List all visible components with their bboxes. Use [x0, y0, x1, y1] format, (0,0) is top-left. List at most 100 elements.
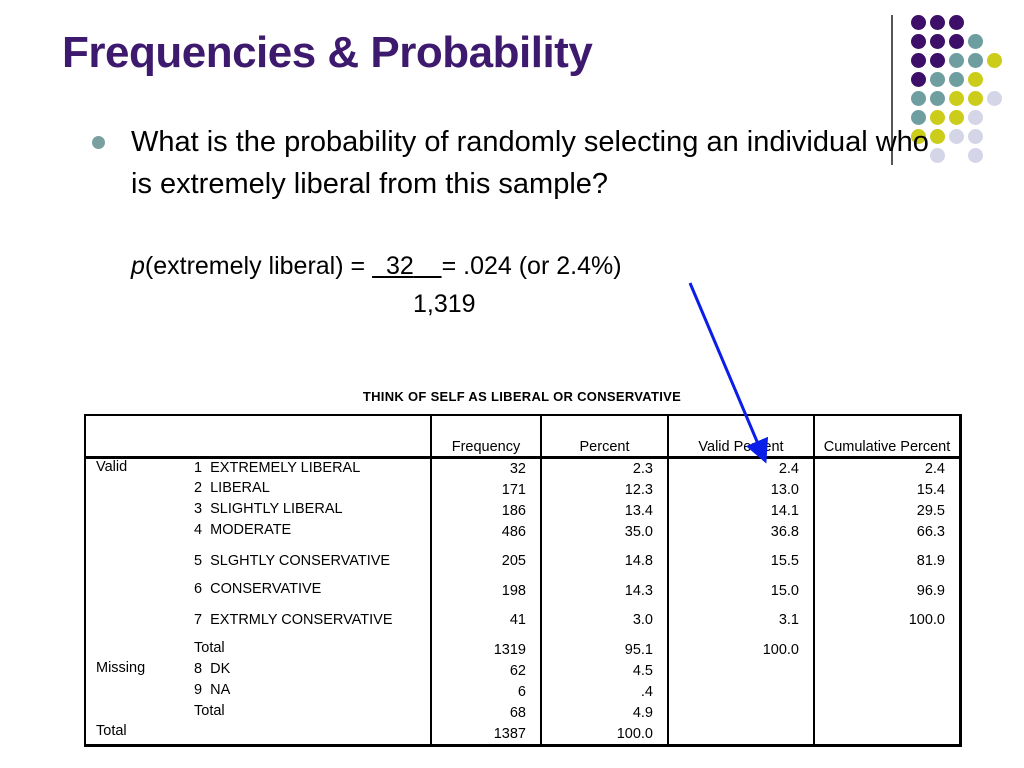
cell-value: 4.9	[540, 702, 667, 723]
p-symbol: p	[131, 252, 145, 280]
bullet-icon	[92, 136, 105, 149]
cell-value: 81.9	[813, 542, 959, 580]
decorative-dot	[949, 129, 964, 144]
cell-value: 15.5	[667, 542, 813, 580]
formula-rhs: = .024 (or 2.4%)	[441, 252, 622, 280]
cell-value: 6	[430, 681, 540, 702]
slide-title: Frequencies & Probability	[62, 28, 593, 77]
decorative-dot	[911, 34, 926, 49]
decorative-dot	[911, 110, 926, 125]
decorative-dot	[949, 91, 964, 106]
decorative-dot	[930, 53, 945, 68]
cell-value: 1319	[430, 639, 540, 660]
decorative-dot	[911, 129, 926, 144]
cell-value: 62	[430, 660, 540, 681]
cell-value: 14.1	[667, 500, 813, 521]
table-row: 7 EXTRMLY CONSERVATIVE 41 3.0 3.1 100.0	[86, 601, 959, 639]
cell-value: 41	[430, 601, 540, 639]
cell-value: 29.5	[813, 500, 959, 521]
cell-value: 96.9	[813, 580, 959, 601]
row-label: 1 EXTREMELY LIBERAL	[194, 460, 361, 476]
cell-value: 2.4	[667, 459, 813, 479]
divider	[891, 15, 893, 165]
table-row: 2 LIBERAL 171 12.3 13.0 15.4	[86, 479, 959, 500]
table-row: Total 68 4.9	[86, 702, 959, 723]
decorative-dot	[930, 148, 945, 163]
table-row: Total 1319 95.1 100.0	[86, 639, 959, 660]
decorative-dot	[968, 53, 983, 68]
cell-value: .4	[540, 681, 667, 702]
decorative-dot	[968, 110, 983, 125]
probability-formula: p(extremely liberal) = 32 = .024 (or 2.4…	[131, 252, 622, 281]
cell-value: 35.0	[540, 521, 667, 542]
cell-value: 15.0	[667, 580, 813, 601]
cell-value: 186	[430, 500, 540, 521]
row-label: Total	[194, 703, 225, 719]
row-label: 4 MODERATE	[194, 522, 292, 538]
decorative-dot	[949, 34, 964, 49]
decorative-dot	[968, 34, 983, 49]
decorative-dot	[968, 91, 983, 106]
table-row: 9 NA 6.4	[86, 681, 959, 702]
cell-value: 171	[430, 479, 540, 500]
decorative-dot	[930, 129, 945, 144]
cell-value	[813, 660, 959, 681]
decorative-dot	[911, 15, 926, 30]
cell-value	[813, 723, 959, 744]
decorative-dot	[930, 15, 945, 30]
cell-value: 100.0	[813, 601, 959, 639]
cell-value: 100.0	[667, 639, 813, 660]
cell-value: 95.1	[540, 639, 667, 660]
row-label: 8 DK	[194, 661, 231, 677]
row-label: 5 SLGHTLY CONSERVATIVE	[194, 552, 391, 569]
table-row: Missing 8 DK 62 4.5	[86, 660, 959, 681]
table-row: Total 1387 100.0	[86, 723, 959, 744]
cell-value: 3.0	[540, 601, 667, 639]
cell-value: 4.5	[540, 660, 667, 681]
cell-value: 486	[430, 521, 540, 542]
cell-value: 68	[430, 702, 540, 723]
decorative-dot	[949, 110, 964, 125]
cell-value	[667, 723, 813, 744]
decorative-dot	[930, 72, 945, 87]
arrow-line	[688, 282, 769, 464]
cell-value: 100.0	[540, 723, 667, 744]
decorative-dot	[930, 91, 945, 106]
cell-value: 205	[430, 542, 540, 580]
question-text: What is the probability of randomly sele…	[131, 126, 929, 200]
row-label: 2 LIBERAL	[194, 480, 270, 496]
cell-value	[667, 681, 813, 702]
table-title: THINK OF SELF AS LIBERAL OR CONSERVATIVE	[362, 389, 682, 404]
cell-value: 2.3	[540, 459, 667, 479]
column-header: Cumulative Percent	[813, 416, 959, 456]
cell-value: 32	[430, 459, 540, 479]
decorative-dot	[949, 15, 964, 30]
cell-value: 14.8	[540, 542, 667, 580]
denominator: 1,319	[413, 290, 476, 318]
decorative-dot	[930, 34, 945, 49]
decorative-dot	[949, 72, 964, 87]
decorative-dot	[949, 53, 964, 68]
cell-value: 14.3	[540, 580, 667, 601]
cell-value: 3.1	[667, 601, 813, 639]
row-label: 6 CONSERVATIVE	[194, 581, 322, 597]
cell-value	[813, 702, 959, 723]
column-header: Percent	[540, 416, 667, 456]
decorative-dot	[968, 148, 983, 163]
frequency-table: Frequency Percent Valid Percent Cumulative …	[84, 414, 962, 747]
column-header: Frequency	[430, 416, 540, 456]
cell-value: 36.8	[667, 521, 813, 542]
cell-value	[813, 639, 959, 660]
cell-value: 13.0	[667, 479, 813, 500]
cell-value: 13.4	[540, 500, 667, 521]
cell-value: 2.4	[813, 459, 959, 479]
row-label: Missing	[96, 660, 146, 676]
decorative-dot	[911, 91, 926, 106]
table-row: 3 SLIGHTLY LIBERAL 186 13.4 14.1 29.5	[86, 500, 959, 521]
row-label: 3 SLIGHTLY LIBERAL	[194, 501, 343, 517]
decorative-dot	[911, 53, 926, 68]
table-row: 4 MODERATE 486 35.0 36.8 66.3	[86, 521, 959, 542]
row-label: Valid	[96, 459, 128, 475]
decorative-dot	[968, 72, 983, 87]
